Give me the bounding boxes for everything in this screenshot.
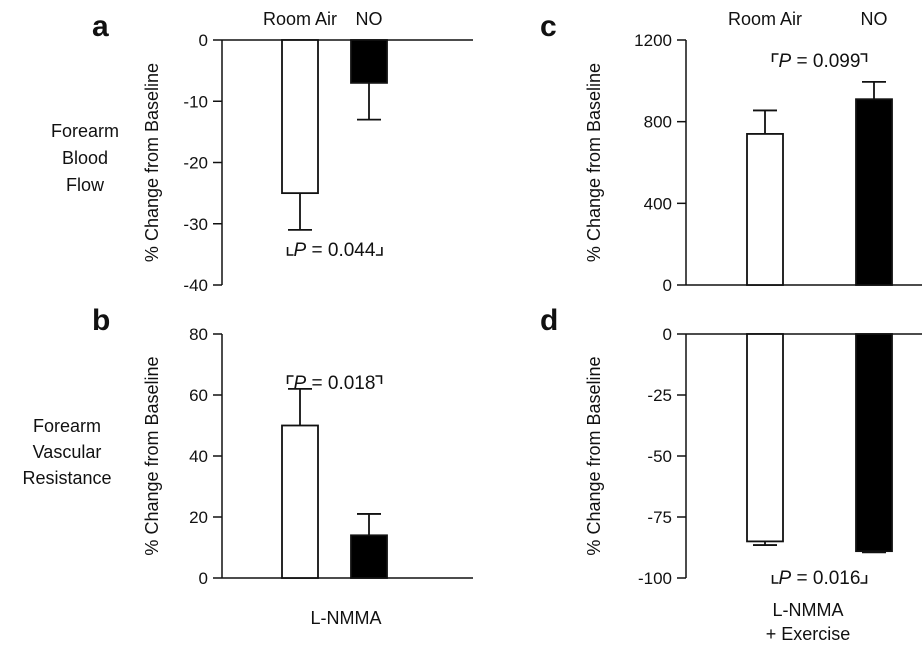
row-label-bottom: Forearm Vascular Resistance <box>22 416 111 488</box>
category-label: NO <box>861 9 888 29</box>
y-tick-label: 800 <box>644 113 672 132</box>
bar-room-air <box>281 424 319 579</box>
p-value-label: P = 0.016 <box>779 568 861 589</box>
panel-letter-b: b <box>92 304 110 337</box>
y-tick-label: 20 <box>189 508 208 527</box>
bar-room-air <box>746 133 784 286</box>
panels: a 0 -10 -20 -30 -40 % Change from Baseline Room… <box>92 9 922 589</box>
y-axis-title: % Change from Baseline <box>584 63 604 262</box>
bar-no <box>350 534 388 579</box>
row-label-bottom-line-2: Vascular <box>33 442 102 462</box>
y-tick-label: 40 <box>189 447 208 466</box>
p-bracket-left <box>286 375 294 384</box>
y-tick-label: 0 <box>199 569 208 588</box>
bar-room-air <box>281 39 319 195</box>
y-tick-label: -25 <box>647 386 672 405</box>
category-label: Room Air <box>728 9 802 29</box>
p-bracket-right <box>375 375 383 384</box>
p-bracket-left <box>771 53 779 62</box>
p-value-label: P = 0.099 <box>779 51 861 72</box>
row-label-top-line-1: Forearm <box>51 121 119 141</box>
row-label-bottom-line-1: Forearm <box>33 416 101 436</box>
y-tick-label: -40 <box>183 276 208 295</box>
panel-a: a 0 -10 -20 -30 -40 % Change from Baseline Room… <box>92 9 473 295</box>
row-label-top: Forearm Blood Flow <box>51 121 119 195</box>
panel-b: b 0 20 40 60 80 % Change from Baseline P = 0.01… <box>92 304 473 588</box>
y-tick-label: 0 <box>199 31 208 50</box>
panel-letter-d: d <box>540 304 558 337</box>
y-tick-label: 0 <box>663 325 672 344</box>
x-caption-right-line-2: + Exercise <box>766 624 851 644</box>
p-bracket-right <box>860 575 868 584</box>
category-label: Room Air <box>263 9 337 29</box>
y-tick-label: -100 <box>638 569 672 588</box>
y-tick-label: 400 <box>644 194 672 213</box>
bar-no <box>350 39 388 84</box>
y-tick-label: 1200 <box>634 31 672 50</box>
p-value-label: P = 0.018 <box>294 373 376 394</box>
row-label-bottom-line-3: Resistance <box>22 468 111 488</box>
panel-letter-a: a <box>92 10 109 43</box>
p-bracket-right <box>375 247 383 256</box>
x-caption-right-line-1: L-NMMA <box>773 600 844 620</box>
panel-c: c 0 400 800 1200 % Change from Baseline Room A… <box>540 9 922 295</box>
x-caption-left: L-NMMA <box>311 608 382 628</box>
y-axis-title: % Change from Baseline <box>142 356 162 555</box>
y-axis-title: % Change from Baseline <box>584 356 604 555</box>
bar-no <box>855 333 893 553</box>
y-tick-label: -75 <box>647 508 672 527</box>
p-value-label: P = 0.044 <box>294 240 376 261</box>
y-tick-label: -50 <box>647 447 672 466</box>
y-tick-label: 60 <box>189 386 208 405</box>
y-tick-label: 0 <box>663 276 672 295</box>
panel-d: d 0 -25 -50 -75 -100 % Change from Baseline P =… <box>540 304 922 589</box>
category-label: NO <box>356 9 383 29</box>
y-tick-label: -10 <box>183 92 208 111</box>
panel-letter-c: c <box>540 10 557 43</box>
y-tick-label: 80 <box>189 325 208 344</box>
row-label-top-line-2: Blood <box>62 148 108 168</box>
p-bracket-left <box>771 575 779 584</box>
y-tick-label: -20 <box>183 154 208 173</box>
p-bracket-right <box>860 53 868 62</box>
row-label-top-line-3: Flow <box>66 175 105 195</box>
p-bracket-left <box>286 247 294 256</box>
y-axis-title: % Change from Baseline <box>142 63 162 262</box>
bar-room-air <box>746 333 784 543</box>
bar-no <box>855 98 893 286</box>
y-tick-label: -30 <box>183 215 208 234</box>
